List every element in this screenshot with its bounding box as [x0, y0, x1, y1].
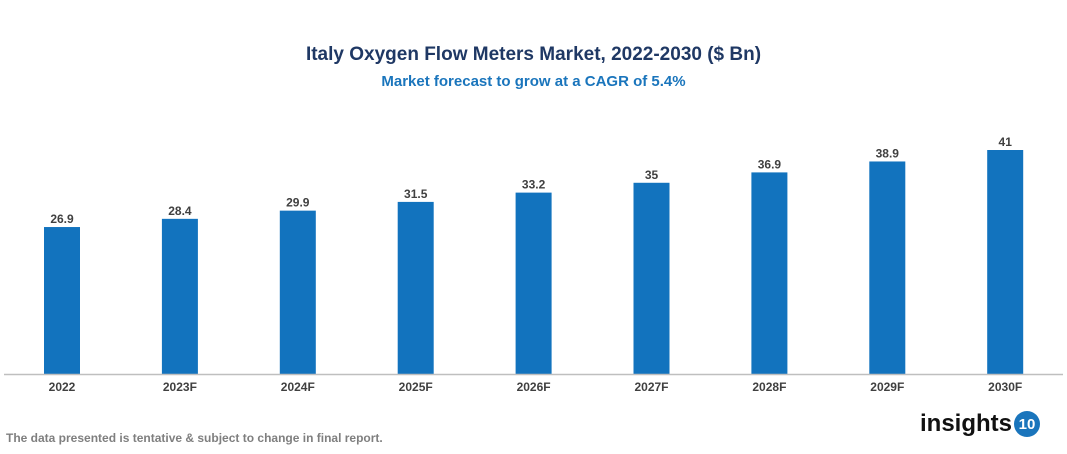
chart-title: Italy Oxygen Flow Meters Market, 2022-20… [305, 44, 762, 65]
x-tick-label: 2026F [517, 380, 551, 394]
insights10-logo: insights 10 [920, 410, 1041, 438]
bar [633, 182, 670, 374]
bar [751, 172, 788, 374]
bar [44, 227, 80, 374]
x-tick-label: 2023F [163, 380, 197, 394]
bar [515, 192, 552, 374]
bar [161, 218, 198, 374]
data-label: 35 [645, 168, 659, 182]
data-label: 28.4 [168, 204, 192, 218]
data-label: 29.9 [286, 196, 310, 210]
x-tick-label: 2028F [752, 380, 786, 394]
x-tick-label: 2025F [399, 380, 433, 394]
x-tick-label: 2027F [634, 380, 668, 394]
logo-text: insights [920, 410, 1013, 437]
bar [987, 150, 1024, 374]
data-label: 36.9 [758, 157, 782, 171]
x-tick-label: 2024F [281, 380, 315, 394]
x-tick-label: 2022 [49, 380, 76, 394]
bar [279, 210, 316, 374]
footer-note: The data presented is tentative & subjec… [6, 431, 383, 445]
data-label: 31.5 [404, 187, 428, 201]
bar [869, 161, 906, 374]
data-label: 26.9 [50, 212, 74, 226]
bar [397, 201, 434, 374]
logo-badge: 10 [1014, 411, 1041, 437]
data-label: 38.9 [876, 146, 900, 160]
data-label: 33.2 [522, 178, 546, 192]
chart-subtitle: Market forecast to grow at a CAGR of 5.4… [381, 73, 686, 90]
x-tick-label: 2030F [988, 380, 1022, 394]
data-label: 41 [999, 135, 1013, 149]
x-tick-label: 2029F [870, 380, 904, 394]
